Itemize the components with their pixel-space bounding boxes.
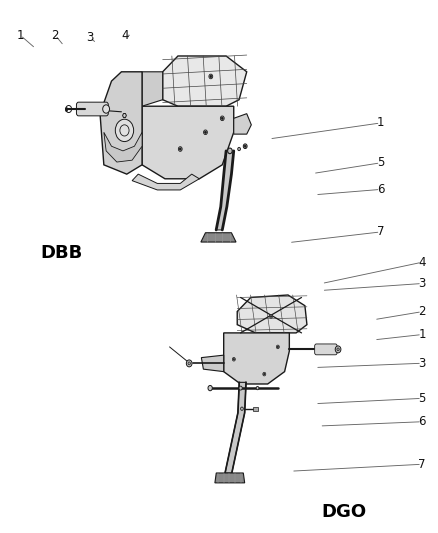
Text: 2: 2 <box>52 29 59 42</box>
Circle shape <box>263 372 266 376</box>
Polygon shape <box>123 114 127 118</box>
Circle shape <box>240 407 244 410</box>
Polygon shape <box>142 72 162 106</box>
Polygon shape <box>237 295 307 333</box>
Polygon shape <box>162 56 247 106</box>
Text: 3: 3 <box>418 357 426 370</box>
FancyBboxPatch shape <box>77 102 108 116</box>
Text: 5: 5 <box>377 156 384 169</box>
Text: 6: 6 <box>418 415 426 428</box>
Circle shape <box>232 358 235 361</box>
Polygon shape <box>253 407 258 411</box>
Polygon shape <box>132 174 199 190</box>
Circle shape <box>335 346 341 353</box>
Circle shape <box>228 148 232 154</box>
Circle shape <box>204 130 207 135</box>
Polygon shape <box>142 106 234 179</box>
Text: 4: 4 <box>418 256 426 269</box>
Polygon shape <box>201 355 224 372</box>
Polygon shape <box>216 151 234 230</box>
Text: 6: 6 <box>377 183 384 196</box>
Text: DGO: DGO <box>321 503 367 521</box>
Circle shape <box>270 316 272 317</box>
Polygon shape <box>225 382 246 473</box>
Circle shape <box>264 373 265 375</box>
Circle shape <box>221 117 223 119</box>
Text: 7: 7 <box>377 225 384 238</box>
Circle shape <box>277 346 279 348</box>
Circle shape <box>186 360 192 367</box>
Text: 1: 1 <box>377 117 384 130</box>
Circle shape <box>209 74 213 79</box>
Polygon shape <box>224 333 290 384</box>
Text: 2: 2 <box>418 305 426 318</box>
Circle shape <box>210 75 212 78</box>
Circle shape <box>256 386 259 390</box>
Circle shape <box>208 385 212 391</box>
Polygon shape <box>104 132 142 162</box>
Circle shape <box>102 105 110 113</box>
Text: 5: 5 <box>418 392 426 405</box>
Circle shape <box>239 386 242 390</box>
Text: 1: 1 <box>418 328 426 341</box>
Polygon shape <box>201 233 236 242</box>
Circle shape <box>337 348 339 351</box>
Circle shape <box>178 147 182 151</box>
FancyBboxPatch shape <box>314 344 337 355</box>
Text: DBB: DBB <box>40 244 82 262</box>
Circle shape <box>179 148 181 150</box>
Text: 4: 4 <box>121 29 129 42</box>
Polygon shape <box>234 114 251 134</box>
Circle shape <box>205 131 206 133</box>
Circle shape <box>220 116 224 120</box>
Text: 3: 3 <box>87 31 94 44</box>
Circle shape <box>269 314 272 318</box>
Polygon shape <box>100 72 142 174</box>
Text: 3: 3 <box>418 277 426 290</box>
Polygon shape <box>215 473 245 483</box>
Circle shape <box>188 362 191 365</box>
Circle shape <box>276 345 279 349</box>
Circle shape <box>238 147 240 151</box>
Circle shape <box>244 145 246 147</box>
Text: 1: 1 <box>17 29 24 42</box>
Text: 7: 7 <box>418 458 426 471</box>
Circle shape <box>115 119 134 142</box>
Circle shape <box>233 358 234 360</box>
Circle shape <box>243 144 247 149</box>
